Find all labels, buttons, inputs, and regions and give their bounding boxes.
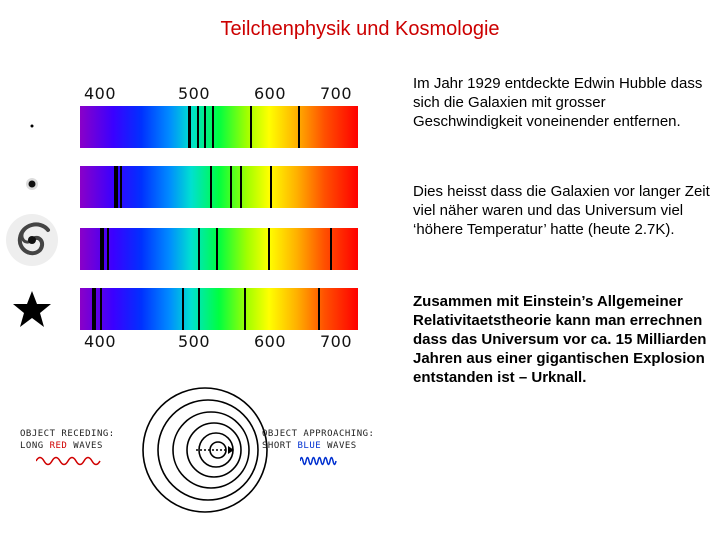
- receding-line1: OBJECT RECEDING:: [20, 429, 115, 439]
- receding-label: OBJECT RECEDING: LONG RED WAVES: [20, 428, 115, 452]
- star-icon: [13, 291, 51, 327]
- page-title: Teilchenphysik und Kosmologie: [220, 18, 500, 40]
- paragraph-temperature: Dies heisst dass die Galaxien vor langer…: [413, 183, 710, 238]
- long-red-wave-icon: [36, 456, 101, 466]
- spiral-galaxy-icon: [6, 214, 58, 266]
- spectrum-4: [80, 288, 358, 330]
- approaching-line2: SHORT BLUE WAVES: [262, 441, 357, 451]
- spectrum-1: [80, 106, 358, 148]
- receding-line2: LONG RED WAVES: [20, 441, 103, 451]
- bottom-tick-700: 700: [320, 332, 353, 351]
- doppler-wave-circles: [142, 387, 268, 513]
- short-blue-wave-icon: [300, 456, 337, 466]
- paragraph-big-bang: Zusammen mit Einstein’s Allgemeiner Rela…: [413, 293, 707, 386]
- bottom-tick-600: 600: [254, 332, 287, 351]
- bottom-tick-500: 500: [178, 332, 211, 351]
- top-tick-400: 400: [84, 84, 117, 103]
- spectrum-3: [80, 228, 358, 270]
- dot-star-icon: [30, 124, 34, 128]
- top-tick-700: 700: [320, 84, 353, 103]
- paragraph-hubble: Im Jahr 1929 entdeckte Edwin Hubble dass…: [413, 75, 703, 130]
- approaching-label: OBJECT APPROACHING: SHORT BLUE WAVES: [262, 428, 374, 452]
- top-tick-500: 500: [178, 84, 211, 103]
- top-tick-600: 600: [254, 84, 287, 103]
- spectrum-2: [80, 166, 358, 208]
- small-galaxy-icon: [26, 178, 38, 190]
- approaching-line1: OBJECT APPROACHING:: [262, 429, 375, 439]
- bottom-tick-400: 400: [84, 332, 117, 351]
